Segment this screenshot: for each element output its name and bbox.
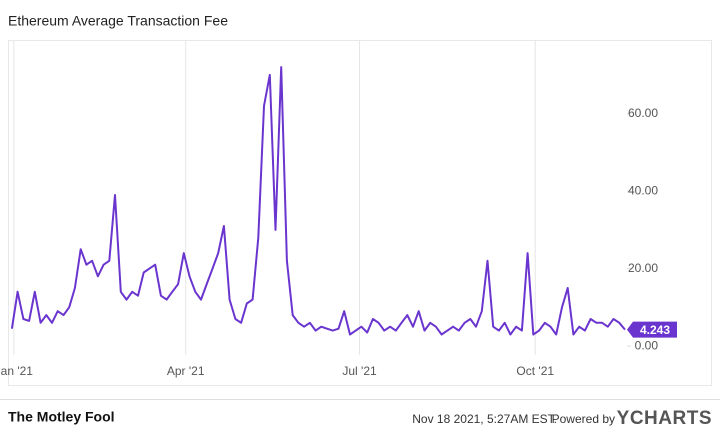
x-tick-label: Oct '21	[516, 364, 554, 378]
last-value-label: 4.243	[640, 323, 670, 337]
provider: YCHARTS	[617, 408, 712, 429]
last-value-box	[627, 321, 677, 338]
chart-title: Ethereum Average Transaction Fee	[8, 13, 228, 29]
x-tick-label: Jul '21	[342, 364, 377, 378]
y-tick-label: 0.00	[635, 338, 659, 352]
timestamp: Nov 18 2021, 5:27AM EST.	[412, 412, 557, 426]
y-tick-label: 60.00	[628, 106, 658, 120]
y-tick-label: 20.00	[628, 261, 658, 275]
data-line	[10, 66, 626, 336]
x-tick-label: Jan '21	[0, 364, 33, 378]
y-tick-label: 40.00	[628, 183, 658, 197]
powered-by: Powered by	[552, 412, 615, 426]
x-tick-label: Apr '21	[167, 364, 205, 378]
brand: The Motley Fool	[8, 409, 115, 425]
